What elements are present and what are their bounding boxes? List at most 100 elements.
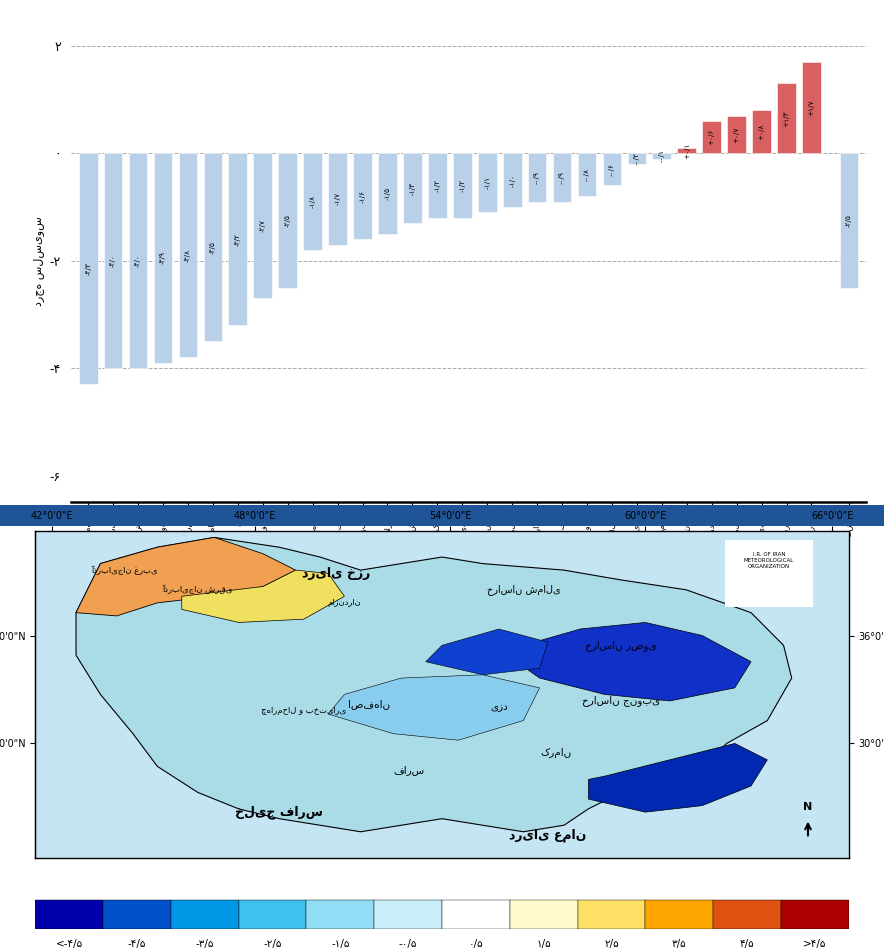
- Bar: [378, 154, 397, 234]
- Bar: [777, 83, 796, 154]
- Bar: [403, 154, 422, 223]
- Bar: [374, 900, 442, 929]
- Text: +۱/۷: +۱/۷: [809, 100, 814, 116]
- Y-axis label: درجه سلسیوس: درجه سلسیوس: [34, 216, 44, 305]
- Bar: [442, 900, 510, 929]
- Bar: [628, 154, 646, 164]
- Text: -۱/۷: -۱/۷: [334, 192, 340, 206]
- Text: ۱/۵: ۱/۵: [537, 939, 551, 948]
- Bar: [728, 116, 746, 154]
- Polygon shape: [76, 538, 792, 831]
- Bar: [303, 154, 322, 250]
- Text: -۱/۰: -۱/۰: [509, 173, 515, 187]
- Text: -۱/۵: -۱/۵: [332, 939, 349, 948]
- Bar: [278, 154, 297, 287]
- Bar: [103, 900, 171, 929]
- Text: چهارمحال و بختیاری: چهارمحال و بختیاری: [261, 706, 347, 715]
- Text: -۳/۵: -۳/۵: [210, 241, 216, 254]
- Text: اصفهان: اصفهان: [347, 700, 390, 709]
- Polygon shape: [426, 629, 548, 675]
- Bar: [254, 154, 272, 299]
- Text: فارس: فارس: [394, 765, 425, 775]
- Bar: [752, 110, 771, 154]
- Bar: [713, 900, 781, 929]
- Bar: [645, 900, 713, 929]
- Bar: [129, 154, 148, 368]
- Text: مازندران: مازندران: [328, 598, 362, 608]
- Bar: [307, 900, 374, 929]
- Text: -۱/۳: -۱/۳: [409, 182, 415, 194]
- Text: -۳/۹: -۳/۹: [160, 251, 166, 264]
- Text: ۳/۵: ۳/۵: [672, 939, 687, 948]
- Bar: [228, 154, 248, 325]
- Text: -۴/۵: -۴/۵: [128, 939, 146, 948]
- Text: -۰/۲: -۰/۲: [634, 153, 640, 165]
- Bar: [677, 148, 696, 154]
- Text: -۰/۶: -۰/۶: [609, 163, 615, 175]
- Bar: [179, 154, 197, 357]
- Bar: [239, 900, 307, 929]
- Text: -۴/۳: -۴/۳: [85, 263, 91, 275]
- Text: -۱/۵: -۱/۵: [385, 187, 391, 200]
- Text: -۳/۵: -۳/۵: [195, 939, 214, 948]
- Text: +۰/۶: +۰/۶: [709, 129, 714, 145]
- Text: +۰/۱: +۰/۱: [683, 142, 690, 159]
- Text: -۱/۱: -۱/۱: [484, 176, 491, 190]
- Text: خلیج فارس: خلیج فارس: [235, 806, 324, 819]
- Text: -۰/۵: -۰/۵: [399, 939, 417, 948]
- Bar: [781, 900, 849, 929]
- Polygon shape: [328, 675, 539, 740]
- Text: خراسان جنوبی: خراسان جنوبی: [582, 696, 660, 706]
- Polygon shape: [76, 538, 295, 616]
- Text: -۳/۲: -۳/۲: [235, 233, 240, 246]
- Text: ۲/۵: ۲/۵: [604, 939, 619, 948]
- Bar: [103, 154, 123, 368]
- Text: -۲/۵: -۲/۵: [285, 214, 291, 227]
- Bar: [652, 154, 671, 158]
- Text: -۰/۹: -۰/۹: [534, 171, 540, 184]
- Text: خراسان رضوی: خراسان رضوی: [585, 640, 657, 651]
- Text: -۴/۰: -۴/۰: [135, 254, 141, 267]
- Text: -۰/۱: -۰/۱: [659, 150, 665, 162]
- Bar: [840, 154, 858, 287]
- Text: -۱/۶: -۱/۶: [360, 190, 365, 203]
- Bar: [802, 62, 821, 154]
- Text: آذربایجان شرقی: آذربایجان شرقی: [163, 585, 233, 594]
- Text: >۴/۵: >۴/۵: [803, 939, 827, 948]
- Text: -۲/۵: -۲/۵: [846, 214, 852, 227]
- Text: -۱/۲: -۱/۲: [434, 179, 440, 192]
- Bar: [478, 154, 497, 212]
- Polygon shape: [589, 743, 767, 812]
- Bar: [453, 154, 472, 218]
- Text: -۰/۹: -۰/۹: [559, 171, 565, 184]
- Text: خراسان شمالی: خراسان شمالی: [486, 584, 560, 595]
- Text: <-۴/۵: <-۴/۵: [56, 939, 83, 948]
- Bar: [79, 154, 97, 384]
- Text: N: N: [804, 802, 812, 812]
- Text: دریای عمان: دریای عمان: [509, 829, 586, 842]
- Bar: [702, 121, 721, 154]
- Text: یزد: یزد: [490, 702, 507, 713]
- Text: -۴/۰: -۴/۰: [110, 254, 116, 267]
- Bar: [577, 154, 597, 196]
- Bar: [35, 900, 103, 929]
- Bar: [354, 154, 372, 239]
- Text: -۲/۷: -۲/۷: [260, 219, 266, 232]
- Polygon shape: [182, 570, 345, 623]
- Text: دریای خزر: دریای خزر: [302, 567, 370, 580]
- Bar: [552, 154, 571, 202]
- Text: +۰/۸: +۰/۸: [758, 123, 765, 140]
- Text: -۱/۸: -۱/۸: [309, 195, 316, 209]
- Text: +۰/۷: +۰/۷: [734, 126, 740, 142]
- Text: -۰/۸: -۰/۸: [584, 169, 590, 181]
- Text: -۲/۵: -۲/۵: [263, 939, 282, 948]
- Text: آذربایجان غربی: آذربایجان غربی: [92, 566, 158, 574]
- Bar: [328, 154, 347, 245]
- Text: ۰/۵: ۰/۵: [469, 939, 484, 948]
- Text: ۴/۵: ۴/۵: [740, 939, 754, 948]
- Bar: [510, 900, 577, 929]
- Text: +۱/۳: +۱/۳: [783, 110, 789, 127]
- Bar: [528, 154, 546, 202]
- Text: -۱/۲: -۱/۲: [460, 179, 465, 192]
- Text: I.R. OF IRAN
METEOROLOGICAL
ORGANIZATION: I.R. OF IRAN METEOROLOGICAL ORGANIZATION: [744, 552, 794, 569]
